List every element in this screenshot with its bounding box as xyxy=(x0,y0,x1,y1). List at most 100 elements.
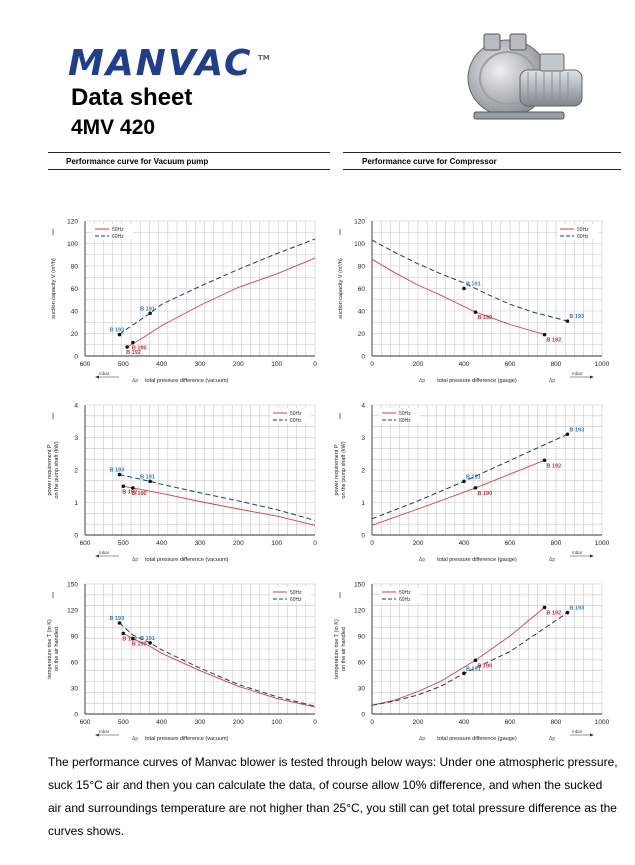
x-axis-symbol: Δp xyxy=(132,557,138,563)
y-tick-label: 120 xyxy=(67,608,78,615)
mbar-arrow-head xyxy=(95,733,99,737)
x-tick-label: 400 xyxy=(459,540,470,547)
x-tick-label: 0 xyxy=(313,540,317,547)
operating-point xyxy=(121,484,126,489)
y-tick-label: 2 xyxy=(74,468,78,475)
mbar-arrow-head xyxy=(590,554,594,558)
legend-label-60hz: 60Hz xyxy=(399,418,411,424)
point-label: B 190 xyxy=(132,346,147,352)
operating-point xyxy=(117,332,122,337)
point-label: B 190 xyxy=(132,642,147,648)
operating-point xyxy=(125,345,129,349)
series-line-50hz xyxy=(371,258,545,336)
y-axis-title: temperature rise T (in K) xyxy=(47,619,53,679)
operating-point xyxy=(462,671,466,676)
y-tick-label: 3 xyxy=(361,435,365,442)
y-tick-label: 150 xyxy=(67,582,78,589)
y-axis-title: on the pump shaft (kW) xyxy=(54,441,60,498)
x-tick-label: 600 xyxy=(505,540,516,547)
y-tick-label: 60 xyxy=(71,286,79,293)
operating-point xyxy=(131,486,135,490)
legend-label-60hz: 60Hz xyxy=(399,597,411,603)
legend-label-60hz: 60Hz xyxy=(577,234,589,240)
x-tick-label: 300 xyxy=(195,719,206,726)
operating-point xyxy=(542,332,547,337)
y-tick-label: 30 xyxy=(358,686,366,693)
x-tick-label: 500 xyxy=(118,540,129,547)
x-tick-label: 600 xyxy=(80,361,91,368)
y-tick-label: 40 xyxy=(358,309,366,316)
series-line-50hz xyxy=(371,459,545,526)
legend-box xyxy=(380,408,420,423)
x-tick-label: 200 xyxy=(233,540,244,547)
y-tick-label: 120 xyxy=(67,219,78,226)
legend-label-50hz: 50Hz xyxy=(290,590,302,596)
point-label: B 192 xyxy=(122,636,137,642)
x-axis-symbol: Δp xyxy=(132,736,138,742)
legend-label-60hz: 60Hz xyxy=(290,418,302,424)
mbar-unit: mbar xyxy=(572,550,583,555)
x-tick-label: 600 xyxy=(80,719,91,726)
point-label: B 190 xyxy=(132,491,147,497)
mbar-arrow-head xyxy=(590,733,594,737)
operating-point xyxy=(462,286,466,291)
x-axis-title: total pressure difference (vacuum) xyxy=(145,378,229,384)
mbar-unit: mbar xyxy=(99,550,110,555)
y-tick-label: 150 xyxy=(354,582,365,589)
point-label: B 191 xyxy=(466,666,481,672)
vacuum-section-title: Performance curve for Vacuum pump xyxy=(66,157,209,166)
x-tick-label: 200 xyxy=(413,540,424,547)
y-tick-label: 100 xyxy=(67,241,78,248)
model-name: 4MV 420 xyxy=(71,116,156,139)
operating-point xyxy=(542,605,547,610)
x-tick-label: 200 xyxy=(233,719,244,726)
y-tick-label: 0 xyxy=(361,533,365,540)
y-tick-label: 80 xyxy=(71,264,79,271)
series-line-60hz xyxy=(371,433,568,520)
operating-point xyxy=(473,658,478,663)
point-label: B 191 xyxy=(140,306,155,312)
y-tick-label: 1 xyxy=(74,500,78,507)
point-label: B 192 xyxy=(126,350,141,356)
x-tick-label: 400 xyxy=(156,540,167,547)
y-tick-label: 60 xyxy=(358,286,366,293)
compressor-section-title: Performance curve for Compressor xyxy=(362,157,497,166)
x-tick-label: 200 xyxy=(233,361,244,368)
x-tick-label: 1000 xyxy=(595,719,610,726)
legend-box xyxy=(93,224,133,239)
point-label: B 193 xyxy=(570,427,585,433)
legend-label-60hz: 60Hz xyxy=(290,597,302,603)
x-tick-label: 500 xyxy=(118,719,129,726)
operating-point xyxy=(565,319,570,323)
x-tick-label: 400 xyxy=(156,361,167,368)
x-axis-symbol: Δp xyxy=(549,378,555,384)
x-axis-symbol: Δp xyxy=(419,557,425,563)
x-tick-label: 600 xyxy=(505,719,516,726)
y-axis-title: power requirement P xyxy=(47,444,53,495)
point-label: B 191 xyxy=(140,636,155,642)
point-label: B 191 xyxy=(466,474,481,480)
series-line-60hz xyxy=(119,238,316,335)
y-tick-label: 1 xyxy=(361,500,365,507)
header-rule xyxy=(48,152,330,153)
x-tick-label: 200 xyxy=(413,719,424,726)
y-axis-title: power requirement P xyxy=(334,444,340,495)
footer-note: The performance curves of Manvac blower … xyxy=(48,755,618,838)
y-tick-label: 80 xyxy=(358,264,366,271)
x-axis-title: total pressure difference (gauge) xyxy=(437,378,517,384)
mbar-unit: mbar xyxy=(572,371,583,376)
mbar-arrow-head xyxy=(95,375,99,379)
legend-label-50hz: 50Hz xyxy=(112,227,124,233)
operating-point xyxy=(121,631,126,636)
section-rule xyxy=(48,169,330,170)
x-axis-title: total pressure difference (vacuum) xyxy=(145,736,229,742)
y-tick-label: 0 xyxy=(361,354,365,361)
legend-label-50hz: 50Hz xyxy=(577,227,589,233)
point-label: B 191 xyxy=(466,282,481,288)
x-tick-label: 200 xyxy=(413,361,424,368)
y-tick-label: 3 xyxy=(74,435,78,442)
x-axis-symbol: Δp xyxy=(419,378,425,384)
operating-point xyxy=(117,621,122,625)
point-label: B 193 xyxy=(570,606,585,612)
